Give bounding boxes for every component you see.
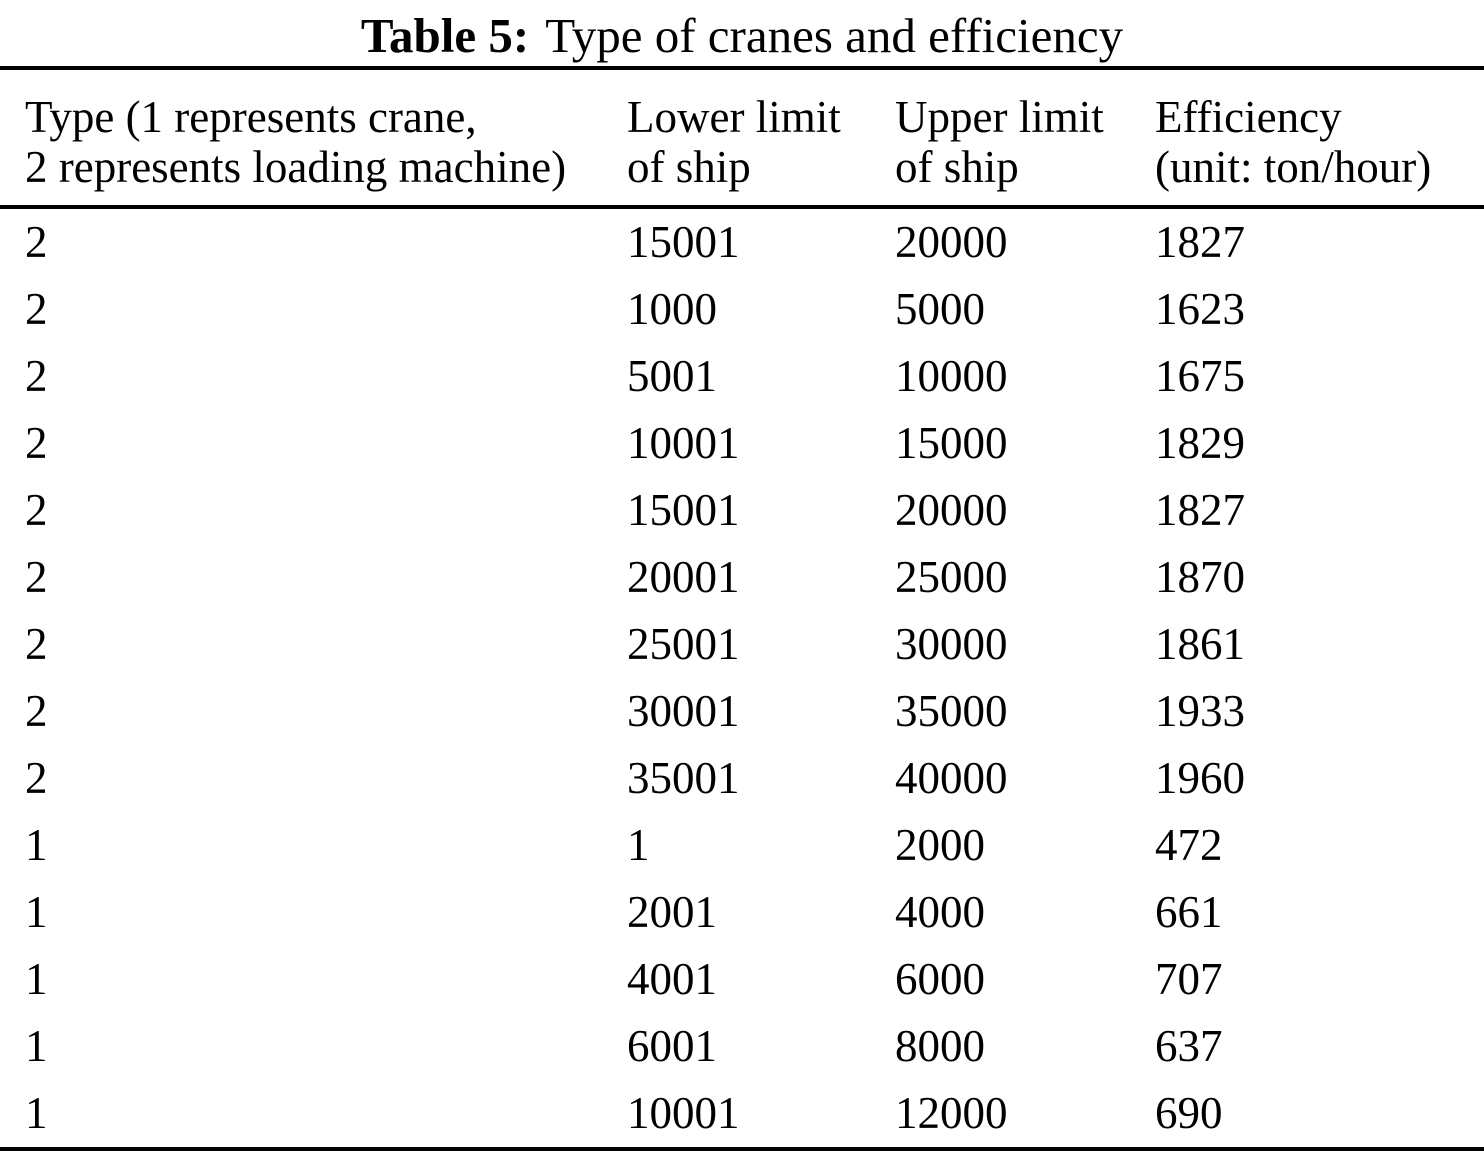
cell-lower-limit: 15001: [627, 217, 740, 267]
cell-efficiency: 690: [1155, 1088, 1223, 1138]
cell-type: 2: [25, 552, 48, 602]
cell-lower-limit: 10001: [627, 1088, 740, 1138]
column-header-type: Type (1 represents crane, 2 represents l…: [0, 68, 627, 209]
column-header-lower-limit: Lower limit of ship: [627, 68, 895, 209]
cell-lower-limit: 20001: [627, 552, 740, 602]
cell-efficiency: 1870: [1155, 552, 1245, 602]
column-header-efficiency-line2: (unit: ton/hour): [1155, 142, 1432, 192]
table-caption: Table 5: Type of cranes and efficiency: [0, 8, 1484, 64]
cell-upper-limit: 30000: [895, 619, 1008, 669]
cell-type: 2: [25, 753, 48, 803]
table-row: 2 15001 20000 1827: [0, 477, 1484, 544]
cell-upper-limit: 6000: [895, 954, 985, 1004]
cell-upper-limit: 20000: [895, 217, 1008, 267]
cell-type: 2: [25, 217, 48, 267]
cell-efficiency: 637: [1155, 1021, 1223, 1071]
table-row: 1 10001 12000 690: [0, 1080, 1484, 1149]
column-header-type-line2: 2 represents loading machine): [25, 142, 567, 192]
cell-efficiency: 1829: [1155, 418, 1245, 468]
cell-lower-limit: 5001: [627, 351, 717, 401]
table-row: 2 15001 20000 1827: [0, 207, 1484, 276]
cell-efficiency: 472: [1155, 820, 1223, 870]
table-row: 2 5001 10000 1675: [0, 343, 1484, 410]
cell-efficiency: 1827: [1155, 485, 1245, 535]
table-row: 2 20001 25000 1870: [0, 544, 1484, 611]
column-header-lower-limit-line1: Lower limit: [627, 92, 841, 142]
cell-lower-limit: 15001: [627, 485, 740, 535]
cell-lower-limit: 1: [627, 820, 650, 870]
table-row: 2 30001 35000 1933: [0, 678, 1484, 745]
cell-type: 2: [25, 619, 48, 669]
cell-type: 1: [25, 954, 48, 1004]
cell-efficiency: 707: [1155, 954, 1223, 1004]
cell-type: 1: [25, 1021, 48, 1071]
cell-lower-limit: 10001: [627, 418, 740, 468]
cell-type: 2: [25, 485, 48, 535]
column-header-efficiency-line1: Efficiency: [1155, 92, 1342, 142]
column-header-upper-limit-line1: Upper limit: [895, 92, 1104, 142]
cell-upper-limit: 35000: [895, 686, 1008, 736]
cell-upper-limit: 25000: [895, 552, 1008, 602]
cell-efficiency: 1623: [1155, 284, 1245, 334]
table-row: 2 35001 40000 1960: [0, 745, 1484, 812]
cell-lower-limit: 35001: [627, 753, 740, 803]
table-row: 1 1 2000 472: [0, 812, 1484, 879]
cell-type: 2: [25, 418, 48, 468]
cell-upper-limit: 40000: [895, 753, 1008, 803]
table-caption-label: Table 5:: [360, 8, 530, 63]
cell-upper-limit: 15000: [895, 418, 1008, 468]
cell-upper-limit: 20000: [895, 485, 1008, 535]
table-caption-text: Type of cranes and efficiency: [545, 8, 1124, 63]
table-row: 2 25001 30000 1861: [0, 611, 1484, 678]
table-row: 1 6001 8000 637: [0, 1013, 1484, 1080]
cell-type: 1: [25, 887, 48, 937]
cell-efficiency: 1675: [1155, 351, 1245, 401]
cell-upper-limit: 10000: [895, 351, 1008, 401]
column-header-efficiency: Efficiency (unit: ton/hour): [1155, 68, 1484, 209]
cell-type: 2: [25, 351, 48, 401]
cell-lower-limit: 2001: [627, 887, 717, 937]
column-header-upper-limit-line2: of ship: [895, 142, 1019, 192]
cell-type: 1: [25, 820, 48, 870]
table-row: 1 2001 4000 661: [0, 879, 1484, 946]
table-row: 2 10001 15000 1829: [0, 410, 1484, 477]
cell-lower-limit: 30001: [627, 686, 740, 736]
cell-efficiency: 1933: [1155, 686, 1245, 736]
cell-upper-limit: 4000: [895, 887, 985, 937]
cell-efficiency: 1827: [1155, 217, 1245, 267]
column-header-upper-limit: Upper limit of ship: [895, 68, 1155, 209]
cell-efficiency: 1861: [1155, 619, 1245, 669]
cell-upper-limit: 2000: [895, 820, 985, 870]
header-row: Type (1 represents crane, 2 represents l…: [0, 68, 1484, 209]
cell-lower-limit: 25001: [627, 619, 740, 669]
cranes-efficiency-table: Type (1 represents crane, 2 represents l…: [0, 66, 1484, 1151]
cell-efficiency: 1960: [1155, 753, 1245, 803]
cell-upper-limit: 5000: [895, 284, 985, 334]
cell-efficiency: 661: [1155, 887, 1223, 937]
cell-type: 2: [25, 284, 48, 334]
table-body: 2 15001 20000 1827 2 1000 5000 1623 2 50…: [0, 207, 1484, 1149]
cell-lower-limit: 1000: [627, 284, 717, 334]
column-header-type-line1: Type (1 represents crane,: [25, 92, 477, 142]
cell-lower-limit: 4001: [627, 954, 717, 1004]
cell-type: 2: [25, 686, 48, 736]
table-header: Type (1 represents crane, 2 represents l…: [0, 68, 1484, 209]
table-row: 1 4001 6000 707: [0, 946, 1484, 1013]
table-row: 2 1000 5000 1623: [0, 276, 1484, 343]
column-header-lower-limit-line2: of ship: [627, 142, 751, 192]
cell-lower-limit: 6001: [627, 1021, 717, 1071]
cell-upper-limit: 12000: [895, 1088, 1008, 1138]
cell-type: 1: [25, 1088, 48, 1138]
cell-upper-limit: 8000: [895, 1021, 985, 1071]
